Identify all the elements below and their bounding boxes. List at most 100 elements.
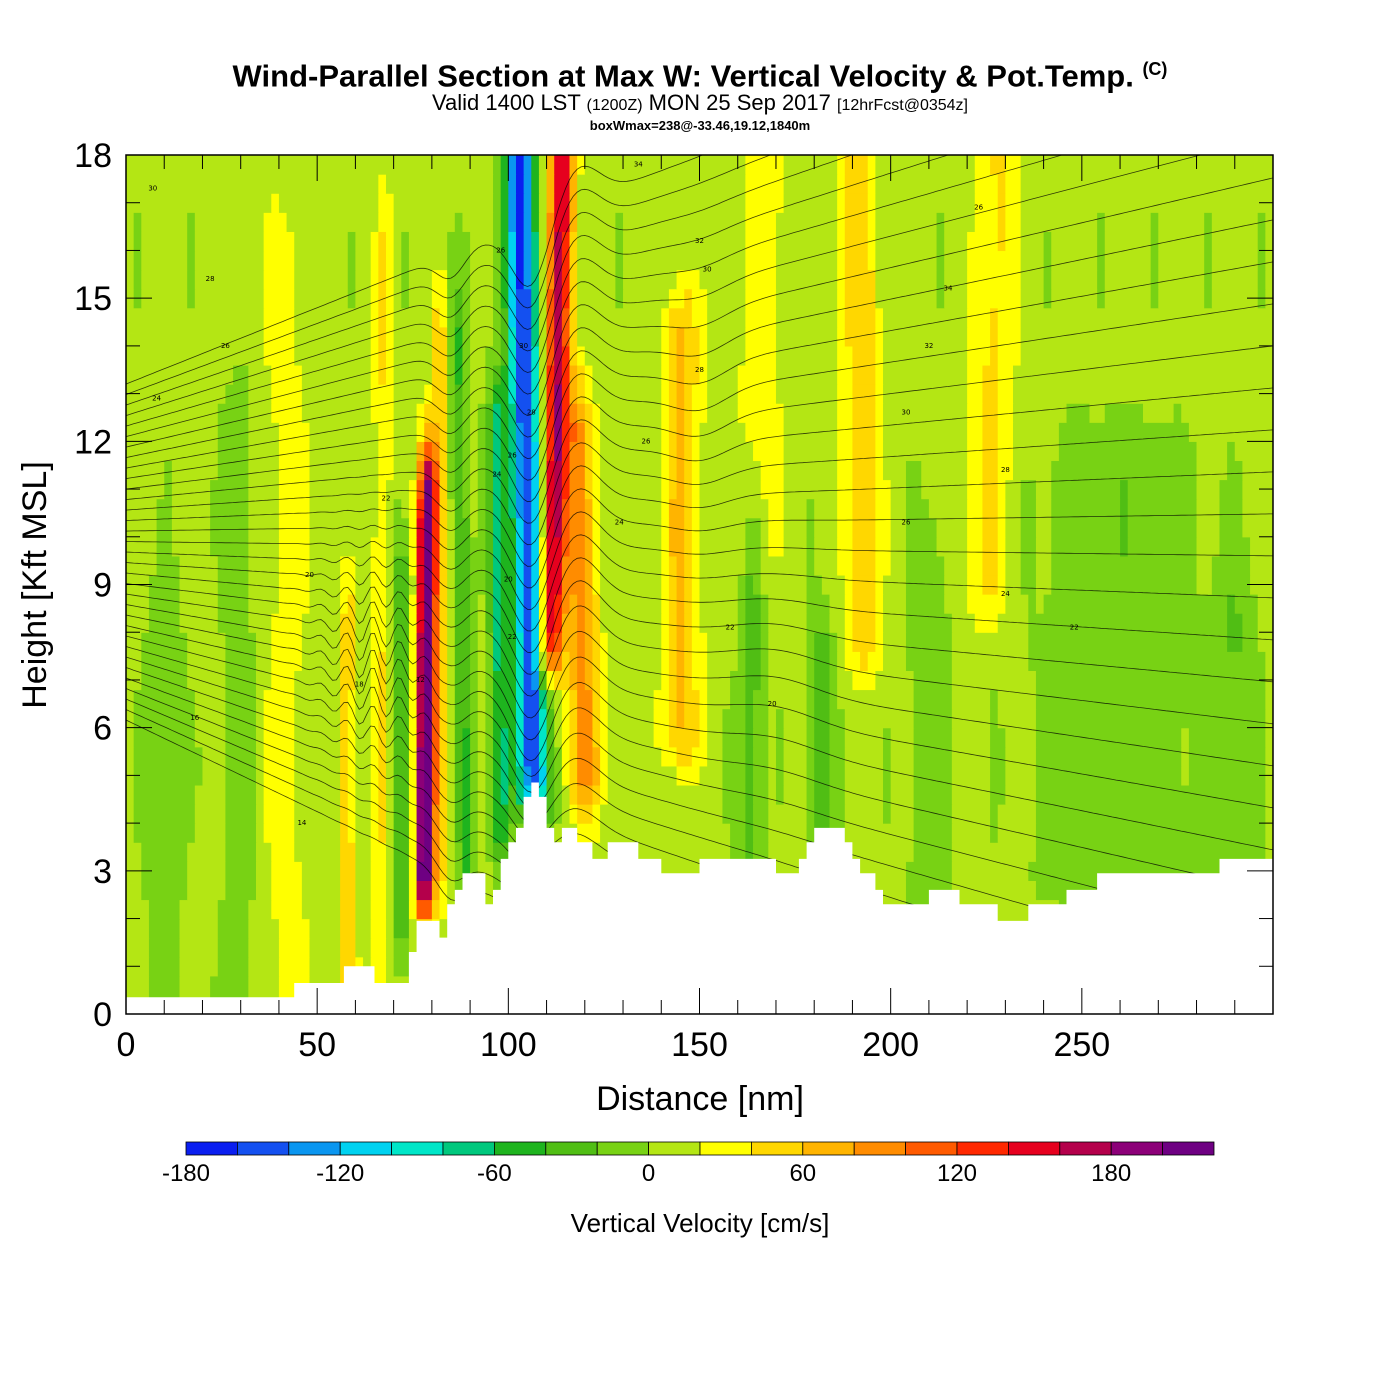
velocity-cell [133, 250, 142, 271]
velocity-cell [806, 727, 815, 748]
isotherm [126, 593, 1273, 767]
velocity-cell [745, 823, 754, 843]
velocity-cell [852, 422, 876, 442]
chart-title: Wind-Parallel Section at Max W: Vertical… [232, 58, 1168, 94]
velocity-cell [745, 746, 754, 767]
velocity-cell [745, 708, 754, 729]
velocity-cell [837, 536, 854, 557]
velocity-cell [883, 364, 968, 385]
velocity-cell [760, 651, 769, 671]
velocity-cell [454, 345, 464, 366]
velocity-cell [416, 746, 425, 767]
velocity-cell [584, 155, 746, 175]
velocity-cell [470, 288, 494, 309]
velocity-cell [730, 842, 746, 862]
velocity-cell [515, 307, 532, 328]
velocity-cell [141, 231, 188, 252]
isotherm-label: 28 [206, 275, 215, 283]
velocity-cell [584, 517, 594, 538]
velocity-cell [745, 651, 762, 671]
velocity-cell [668, 288, 685, 309]
velocity-cell [760, 517, 769, 538]
velocity-cell [462, 784, 471, 805]
terrain-mask [126, 782, 1273, 1014]
velocity-cell [1150, 269, 1159, 290]
velocity-cell [1058, 422, 1190, 442]
velocity-cell [1211, 269, 1259, 290]
velocity-cell [1013, 460, 1052, 481]
velocity-cell [546, 231, 555, 252]
velocity-cell [707, 364, 739, 385]
velocity-cell [577, 155, 586, 175]
velocity-cell [737, 632, 746, 652]
velocity-cell [768, 536, 785, 557]
velocity-cell [515, 574, 525, 595]
velocity-cell [775, 727, 785, 748]
velocity-cell [126, 174, 379, 194]
velocity-cell [569, 727, 578, 748]
velocity-cell [538, 784, 548, 805]
velocity-cell [990, 765, 1006, 786]
velocity-cell [416, 727, 425, 748]
velocity-cell [225, 861, 257, 881]
velocity-cell [515, 536, 525, 557]
velocity-cell [515, 269, 525, 290]
velocity-cell [684, 498, 693, 519]
velocity-cell [905, 555, 945, 576]
velocity-cell [1227, 613, 1244, 633]
velocity-cell [271, 842, 295, 862]
velocity-cell [1265, 727, 1273, 748]
velocity-cell [194, 231, 265, 252]
velocity-cell [393, 288, 402, 309]
velocity-cell [837, 326, 846, 347]
colorbar-label: 120 [937, 1160, 977, 1187]
velocity-cell [745, 765, 754, 786]
velocity-cell [546, 212, 555, 232]
velocity-cell [355, 269, 372, 290]
velocity-cell [1204, 212, 1213, 232]
velocity-cell [485, 708, 494, 729]
velocity-cell [179, 918, 219, 939]
velocity-cell [538, 345, 548, 366]
colorbar-swatch [1008, 1141, 1061, 1156]
velocity-cell [1020, 269, 1045, 290]
velocity-cell [424, 403, 448, 423]
velocity-cell [485, 784, 494, 805]
colorbar-label: -60 [477, 1160, 512, 1187]
velocity-cell [485, 746, 494, 767]
velocity-cell [577, 364, 586, 385]
velocity-cell [867, 250, 876, 271]
velocity-cell [309, 956, 341, 977]
velocity-cell [577, 403, 586, 423]
velocity-cell [531, 670, 540, 691]
velocity-cell [661, 517, 670, 538]
velocity-cell [837, 403, 854, 423]
velocity-cell [493, 326, 502, 347]
velocity-cell [577, 345, 586, 366]
velocity-cell [133, 689, 196, 710]
velocity-cell [569, 155, 578, 175]
velocity-cell [447, 460, 456, 481]
velocity-cell [439, 613, 448, 633]
velocity-cell [217, 403, 249, 423]
velocity-cell [883, 632, 907, 652]
velocity-cell [577, 307, 662, 328]
isotherm [126, 303, 1273, 481]
velocity-cell [355, 804, 372, 824]
velocity-cell [837, 498, 854, 519]
isotherm-label: 26 [496, 246, 505, 254]
velocity-cell [194, 212, 265, 232]
velocity-cell [416, 861, 433, 881]
velocity-cell [477, 403, 486, 423]
velocity-cell [447, 574, 456, 595]
velocity-cell [1127, 536, 1198, 557]
velocity-cell [875, 231, 938, 252]
velocity-cell [393, 307, 433, 328]
velocity-cell [676, 422, 685, 442]
velocity-cell [852, 574, 876, 595]
velocity-cell [431, 670, 441, 691]
velocity-cell [500, 460, 509, 481]
velocity-cell [538, 670, 548, 691]
velocity-cell [668, 307, 693, 328]
